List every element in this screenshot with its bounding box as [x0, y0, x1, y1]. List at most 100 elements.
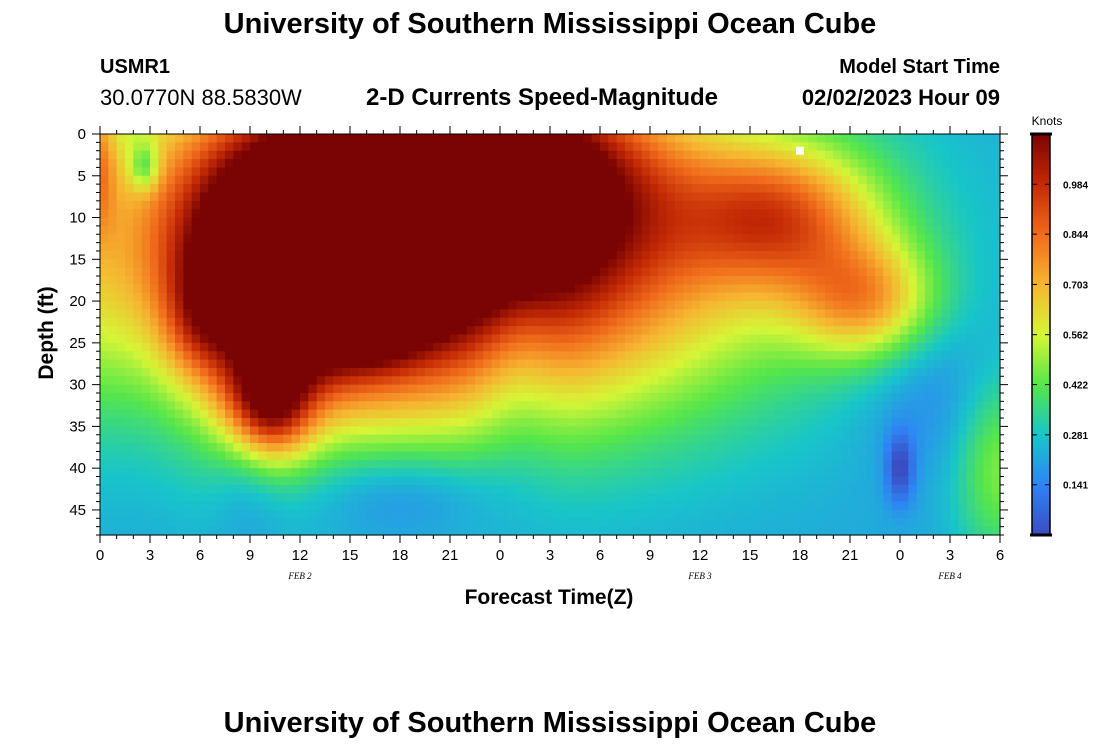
heatmap-cell [333, 459, 343, 469]
heatmap-cell [325, 234, 334, 244]
heatmap-cell [566, 309, 576, 319]
heatmap-cell [250, 376, 259, 386]
heatmap-cell [108, 134, 118, 143]
heatmap-cell [866, 150, 876, 160]
heatmap-cell [291, 418, 301, 427]
heatmap-cell [775, 509, 784, 519]
heatmap-cell [391, 418, 401, 427]
heatmap-cell [825, 259, 834, 269]
heatmap-cell [558, 359, 568, 369]
heatmap-cell [391, 509, 401, 519]
heatmap-cell [308, 184, 318, 194]
heatmap-cell [633, 309, 643, 319]
heatmap-cell [825, 250, 834, 260]
heatmap-cell [308, 501, 318, 511]
heatmap-cell [691, 317, 701, 327]
heatmap-cell [616, 159, 626, 169]
heatmap-cell [391, 326, 401, 336]
heatmap-cell [700, 309, 709, 319]
heatmap-cell [591, 518, 601, 528]
heatmap-cell [850, 259, 859, 269]
heatmap-cell [925, 175, 934, 185]
heatmap-cell [383, 384, 393, 394]
heatmap-cell [175, 526, 184, 536]
heatmap-cell [933, 184, 943, 194]
heatmap-cell [783, 426, 793, 436]
heatmap-cell [775, 309, 784, 319]
heatmap-cell [766, 209, 776, 219]
heatmap-cell [700, 225, 709, 235]
heatmap-cell [716, 317, 726, 327]
heatmap-cell [358, 376, 368, 386]
heatmap-cell [366, 484, 376, 494]
heatmap-cell [825, 159, 834, 169]
heatmap-cell [366, 150, 376, 160]
heatmap-cell [266, 359, 276, 369]
heatmap-cell [750, 259, 759, 269]
heatmap-cell [675, 484, 684, 494]
heatmap-cell [633, 468, 643, 478]
heatmap-cell [616, 376, 626, 386]
heatmap-cell [808, 167, 818, 177]
heatmap-cell [900, 484, 909, 494]
heatmap-cell [200, 217, 209, 227]
heatmap-cell [891, 309, 901, 319]
heatmap-cell [400, 242, 409, 252]
heatmap-cell [266, 209, 276, 219]
heatmap-cell [441, 493, 451, 503]
heatmap-cell [475, 459, 484, 469]
heatmap-cell [908, 409, 918, 419]
heatmap-cell [425, 267, 434, 277]
heatmap-cell [875, 418, 884, 427]
heatmap-cell [791, 418, 801, 427]
heatmap-cell [708, 309, 718, 319]
heatmap-cell [175, 276, 184, 285]
heatmap-cell [741, 134, 751, 143]
heatmap-cell [108, 334, 118, 344]
heatmap-cell [800, 134, 809, 143]
heatmap-cell [925, 217, 934, 227]
heatmap-cell [391, 526, 401, 536]
heatmap-cell [591, 384, 601, 394]
heatmap-cell [600, 276, 609, 285]
heatmap-cell [950, 342, 959, 352]
heatmap-cell [741, 225, 751, 235]
heatmap-cell [408, 359, 418, 369]
heatmap-cell [191, 359, 201, 369]
heatmap-cell [250, 468, 259, 478]
heatmap-cell [841, 225, 851, 235]
heatmap-cell [316, 175, 326, 185]
heatmap-cell [766, 150, 776, 160]
heatmap-cell [241, 242, 251, 252]
heatmap-cell [450, 242, 459, 252]
heatmap-cell [683, 276, 693, 285]
heatmap-cell [666, 468, 676, 478]
heatmap-cell [341, 175, 351, 185]
heatmap-cell [233, 501, 243, 511]
heatmap-cell [725, 426, 734, 436]
heatmap-cell [858, 376, 868, 386]
heatmap-cell [233, 484, 243, 494]
heatmap-cell [241, 526, 251, 536]
heatmap-cell [766, 434, 776, 444]
heatmap-cell [475, 326, 484, 336]
heatmap-cell [483, 267, 493, 277]
heatmap-cell [491, 234, 501, 244]
heatmap-cell [850, 351, 859, 361]
heatmap-cell [916, 476, 926, 486]
heatmap-cell [400, 175, 409, 185]
heatmap-cell [500, 351, 509, 361]
heatmap-cell [550, 409, 559, 419]
heatmap-cell [283, 292, 293, 302]
heatmap-cell [200, 192, 209, 202]
heatmap-cell [791, 159, 801, 169]
heatmap-cell [733, 367, 743, 377]
heatmap-cell [758, 175, 768, 185]
heatmap-cell [291, 376, 301, 386]
heatmap-cell [391, 443, 401, 453]
heatmap-cell [891, 342, 901, 352]
heatmap-cell [516, 175, 526, 185]
heatmap-cell [583, 150, 593, 160]
heatmap-cell [441, 284, 451, 294]
heatmap-cell [691, 276, 701, 285]
